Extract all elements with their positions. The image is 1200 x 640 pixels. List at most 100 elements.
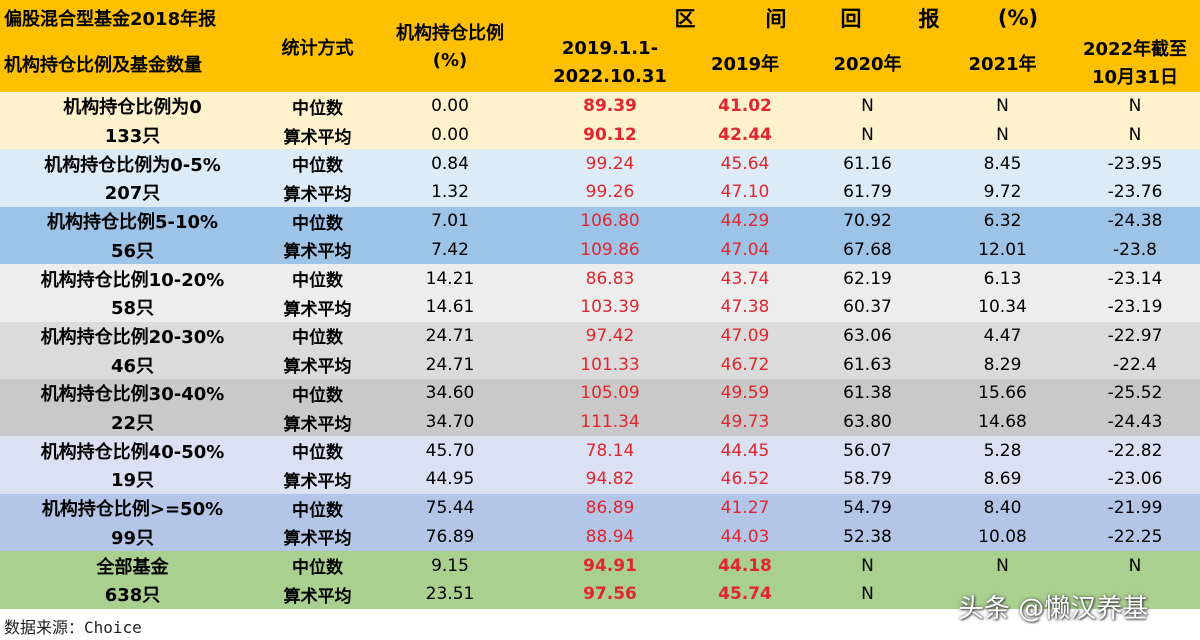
method-cell: 算术平均 bbox=[283, 414, 352, 435]
value-cell: 7.42 bbox=[431, 239, 469, 260]
method-cell: 中位数 bbox=[292, 385, 343, 406]
value-cell: 1.32 bbox=[431, 182, 469, 203]
value-cell: 78.14 bbox=[585, 440, 635, 461]
value-cell: 34.60 bbox=[425, 383, 475, 404]
value-cell: 10.08 bbox=[978, 526, 1027, 547]
value-cell: 24.71 bbox=[425, 354, 475, 375]
value-cell: -22.82 bbox=[1107, 440, 1163, 461]
group-label: 机构持仓比例为0 bbox=[63, 97, 202, 119]
value-cell: N bbox=[996, 555, 1009, 576]
value-cell: 61.63 bbox=[843, 354, 892, 375]
value-cell: -23.76 bbox=[1107, 182, 1163, 203]
value-cell: 14.68 bbox=[978, 412, 1027, 433]
value-cell: 46.72 bbox=[720, 354, 770, 375]
value-cell: N bbox=[861, 584, 874, 605]
group-label: 机构持仓比例20-30% bbox=[40, 326, 225, 348]
value-cell: 45.74 bbox=[718, 584, 772, 605]
value-cell: 44.18 bbox=[718, 555, 772, 576]
method-cell: 算术平均 bbox=[283, 471, 352, 492]
value-cell: 46.52 bbox=[720, 469, 770, 490]
value-cell: 61.16 bbox=[843, 153, 892, 174]
value-cell: 45.64 bbox=[720, 153, 770, 174]
group-count: 207只 bbox=[104, 183, 161, 205]
value-cell: -22.25 bbox=[1107, 526, 1163, 547]
header-group: 回 bbox=[840, 7, 862, 31]
method-cell: 算术平均 bbox=[283, 127, 352, 148]
group-bg bbox=[0, 206, 1200, 265]
value-cell: 8.45 bbox=[983, 153, 1022, 174]
method-cell: 中位数 bbox=[292, 558, 343, 579]
value-cell: 43.74 bbox=[720, 268, 770, 289]
header-cell: 统计方式 bbox=[281, 38, 354, 59]
method-cell: 中位数 bbox=[292, 500, 343, 521]
group-bg bbox=[0, 264, 1200, 322]
method-cell: 中位数 bbox=[292, 98, 343, 119]
group-count: 58只 bbox=[110, 298, 155, 320]
value-cell: 76.89 bbox=[425, 526, 475, 547]
value-cell: 47.04 bbox=[720, 239, 770, 260]
value-cell: 52.38 bbox=[843, 526, 892, 547]
value-cell: 99.24 bbox=[585, 153, 635, 174]
value-cell: 88.94 bbox=[585, 526, 635, 547]
group-bg bbox=[0, 149, 1200, 207]
value-cell: 97.42 bbox=[585, 325, 635, 346]
value-cell: 14.21 bbox=[425, 268, 475, 289]
group-count: 133只 bbox=[104, 126, 161, 148]
value-cell: 44.29 bbox=[720, 211, 770, 232]
value-cell: 4.47 bbox=[983, 325, 1022, 346]
header-cell: (%) bbox=[432, 49, 468, 71]
value-cell: N bbox=[1128, 96, 1142, 117]
value-cell: N bbox=[1128, 555, 1142, 576]
value-cell: 44.95 bbox=[425, 469, 475, 490]
value-cell: 47.09 bbox=[720, 325, 770, 346]
value-cell: 8.40 bbox=[983, 498, 1022, 519]
watermark: 头条 @懒汉养基 bbox=[958, 594, 1149, 624]
value-cell: 10.34 bbox=[978, 297, 1027, 318]
header-group: 区 bbox=[674, 7, 696, 31]
value-cell: 6.32 bbox=[983, 211, 1022, 232]
value-cell: 8.69 bbox=[983, 469, 1022, 490]
value-cell: -22.97 bbox=[1107, 325, 1163, 346]
group-bg bbox=[0, 321, 1200, 379]
group-count: 56只 bbox=[110, 240, 155, 262]
value-cell: 0.00 bbox=[431, 96, 469, 117]
header-cell: 2019年 bbox=[710, 54, 780, 75]
group-label: 机构持仓比例10-20% bbox=[40, 269, 225, 291]
value-cell: -21.99 bbox=[1107, 498, 1163, 519]
header-cell: 2021年 bbox=[968, 54, 1037, 75]
value-cell: 90.12 bbox=[583, 125, 637, 146]
method-cell: 算术平均 bbox=[283, 299, 352, 320]
value-cell: 24.71 bbox=[425, 325, 475, 346]
group-label: 全部基金 bbox=[96, 556, 169, 578]
value-cell: 106.80 bbox=[580, 211, 640, 232]
value-cell: N bbox=[1128, 125, 1142, 146]
value-cell: 41.27 bbox=[720, 498, 770, 519]
value-cell: 99.26 bbox=[585, 182, 635, 203]
group-bg bbox=[0, 551, 1200, 609]
header-group: 间 bbox=[765, 7, 787, 31]
group-bg bbox=[0, 92, 1200, 150]
value-cell: 101.33 bbox=[580, 354, 640, 375]
value-cell: 14.61 bbox=[425, 297, 475, 318]
header-cell: 2022年截至 bbox=[1082, 39, 1188, 60]
value-cell: 47.10 bbox=[720, 182, 770, 203]
value-cell: 61.38 bbox=[843, 383, 892, 404]
value-cell: 47.38 bbox=[720, 297, 770, 318]
value-cell: 44.45 bbox=[720, 440, 770, 461]
value-cell: 103.39 bbox=[580, 297, 640, 318]
value-cell: 58.79 bbox=[843, 469, 892, 490]
value-cell: 45.70 bbox=[425, 440, 475, 461]
value-cell: N bbox=[861, 96, 874, 117]
group-count: 22只 bbox=[110, 413, 155, 435]
value-cell: 62.19 bbox=[843, 268, 892, 289]
value-cell: -23.19 bbox=[1107, 297, 1163, 318]
method-cell: 算术平均 bbox=[283, 184, 352, 205]
header-cell: 2022.10.31 bbox=[553, 65, 667, 87]
group-label: 机构持仓比例40-50% bbox=[40, 441, 225, 463]
method-cell: 算术平均 bbox=[283, 357, 352, 378]
value-cell: 56.07 bbox=[843, 440, 892, 461]
value-cell: 49.59 bbox=[720, 383, 770, 404]
header-group: (%) bbox=[997, 6, 1039, 30]
value-cell: N bbox=[996, 125, 1009, 146]
value-cell: 54.79 bbox=[843, 498, 892, 519]
